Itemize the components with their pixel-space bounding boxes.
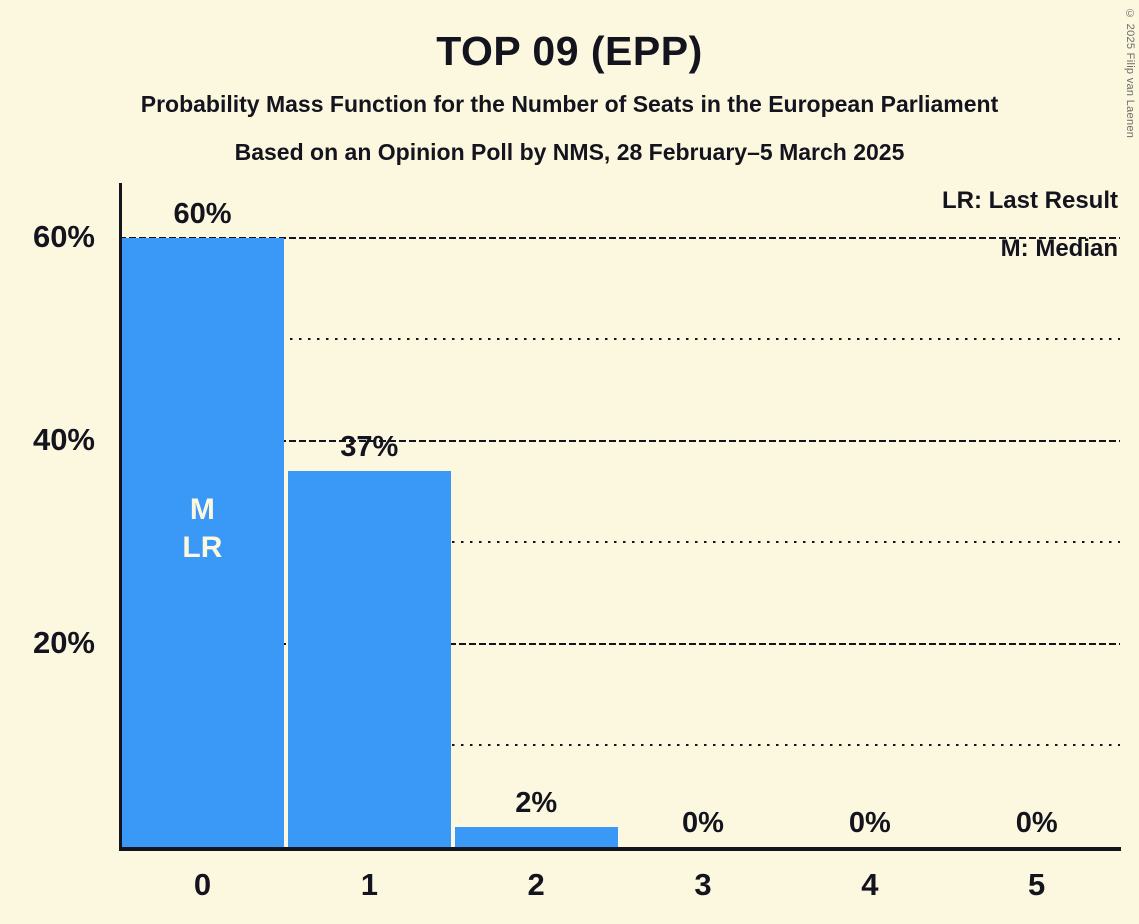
legend-median: M: Median: [1000, 235, 1118, 262]
y-tick-label-60: 60%: [32, 218, 95, 254]
legend-last-result: LR: Last Result: [941, 187, 1118, 214]
major-gridline-60: [119, 236, 1120, 239]
minor-gridline-30: [119, 541, 1120, 544]
bar-annotation-line: LR: [182, 531, 223, 564]
chart-subtitle-poll: Based on an Opinion Poll by NMS, 28 Febr…: [234, 139, 905, 165]
minor-gridline-10: [119, 744, 1120, 747]
major-gridline-40: [119, 439, 1120, 442]
chart-subtitle: Probability Mass Function for the Number…: [140, 91, 999, 117]
bar-annotation-median-lastresult: M LR: [121, 491, 284, 567]
x-tick-label-2: 2: [527, 867, 545, 902]
bar-annotation-line: M: [189, 493, 215, 526]
x-tick-label-3: 3: [694, 867, 712, 902]
bar-0: M LR: [120, 238, 284, 847]
chart-title: TOP 09 (EPP): [436, 28, 703, 74]
x-tick-label-0: 0: [193, 867, 212, 902]
plot-area: 20% 40% 60% M LR 60% 0 37% 1 2% 2 0% 3 0% 4 0% 5: [33, 183, 1120, 902]
minor-gridline-50: [119, 338, 1120, 341]
x-axis-line: [119, 847, 1121, 851]
y-tick-label-20: 20%: [32, 624, 95, 660]
major-gridline-20: [119, 642, 1120, 645]
bar-value-label-0: 60%: [173, 198, 232, 230]
bar-value-label-4: 0%: [848, 807, 891, 839]
bar-1: [287, 471, 451, 847]
bar-value-label-1: 37%: [340, 431, 399, 463]
y-tick-label-40: 40%: [32, 421, 95, 457]
x-tick-label-1: 1: [360, 867, 378, 902]
x-tick-label-4: 4: [861, 867, 879, 902]
bar-value-label-5: 0%: [1015, 807, 1058, 839]
bar-2: [454, 827, 618, 847]
x-tick-label-5: 5: [1028, 867, 1046, 902]
bar-value-label-2: 2%: [515, 787, 558, 819]
copyright-text: © 2025 Filip van Laenen: [1124, 8, 1136, 139]
bar-value-label-3: 0%: [682, 807, 724, 839]
y-axis-line: [119, 183, 122, 851]
